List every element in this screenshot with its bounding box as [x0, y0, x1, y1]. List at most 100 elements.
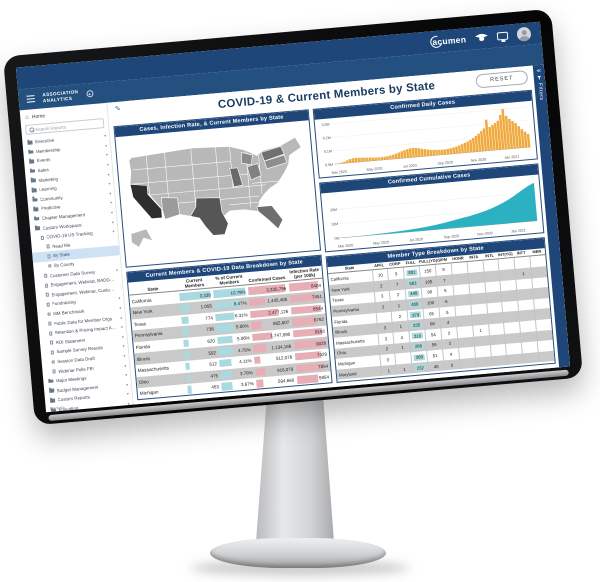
daily-bar[interactable]: [394, 153, 398, 159]
daily-bar[interactable]: [420, 148, 424, 157]
daily-bar[interactable]: [408, 148, 413, 158]
daily-bar[interactable]: [452, 147, 456, 154]
state-shape-california[interactable]: [129, 182, 163, 221]
daily-bar[interactable]: [504, 115, 511, 150]
daily-bar[interactable]: [414, 147, 418, 158]
edit-pencil-icon[interactable]: ✎: [114, 105, 122, 114]
state-shape-florida[interactable]: [256, 205, 284, 231]
daily-bar[interactable]: [477, 133, 482, 152]
highlighted-states[interactable]: [128, 145, 292, 242]
daily-bar[interactable]: [484, 119, 490, 151]
daily-bar[interactable]: [438, 149, 441, 156]
daily-bar[interactable]: [526, 133, 531, 148]
chevron-down-icon[interactable]: ▾: [125, 382, 129, 387]
chevron-down-icon[interactable]: ▾: [109, 191, 112, 196]
cumulative-area[interactable]: [338, 182, 538, 238]
state-shape-illinois[interactable]: [229, 167, 243, 188]
daily-bar[interactable]: [386, 156, 389, 160]
daily-bar[interactable]: [482, 128, 488, 152]
daily-bar[interactable]: [479, 131, 485, 152]
daily-bar[interactable]: [371, 157, 375, 161]
daily-bar[interactable]: [440, 149, 444, 155]
chevron-down-icon[interactable]: ▾: [107, 172, 110, 177]
daily-bar[interactable]: [400, 151, 404, 159]
daily-bar[interactable]: [374, 157, 378, 161]
chevron-down-icon[interactable]: ▾: [123, 354, 126, 359]
state-shape-texas[interactable]: [189, 195, 229, 237]
state-shape-new-york[interactable]: [260, 145, 285, 162]
daily-bar[interactable]: [343, 161, 346, 164]
daily-bar[interactable]: [455, 146, 459, 154]
daily-bar[interactable]: [368, 157, 372, 162]
daily-bar[interactable]: [397, 152, 401, 159]
chevron-down-icon[interactable]: ▾: [110, 210, 114, 215]
daily-bar[interactable]: [391, 154, 395, 160]
daily-bar[interactable]: [348, 159, 352, 163]
daily-bar[interactable]: [443, 149, 447, 155]
state-shape-michigan[interactable]: [241, 152, 254, 166]
daily-bar[interactable]: [488, 126, 493, 151]
chevron-down-icon[interactable]: ▾: [122, 344, 125, 349]
daily-bar[interactable]: [380, 156, 384, 161]
daily-bar[interactable]: [498, 114, 505, 150]
us-choropleth-map[interactable]: [115, 120, 320, 266]
daily-bar[interactable]: [466, 141, 470, 153]
chevron-down-icon[interactable]: ▾: [118, 296, 121, 301]
chevron-down-icon[interactable]: ▾: [126, 392, 130, 397]
daily-bar[interactable]: [360, 157, 363, 162]
chevron-down-icon[interactable]: ▾: [104, 134, 107, 139]
daily-bar[interactable]: [514, 122, 519, 149]
hamburger-menu-icon[interactable]: [26, 95, 36, 103]
us-map-body[interactable]: [115, 120, 320, 266]
daily-bar[interactable]: [517, 126, 522, 149]
chevron-down-icon[interactable]: ▾: [108, 182, 111, 187]
cumulative-cases-chart[interactable]: 0M 10M 20M Mar 2020 May 2020 Jul 2020 Sep 2020…: [321, 174, 543, 251]
daily-bar[interactable]: [496, 120, 502, 150]
chevron-down-icon[interactable]: ▾: [121, 334, 124, 340]
daily-bar[interactable]: [411, 147, 415, 158]
graduation-cap-icon[interactable]: [475, 33, 489, 43]
daily-bar[interactable]: [351, 158, 355, 163]
chevron-down-icon[interactable]: ▾: [115, 268, 119, 273]
alaska-shape[interactable]: [130, 228, 154, 248]
daily-bar[interactable]: [446, 148, 450, 155]
daily-bar[interactable]: [457, 145, 462, 154]
daily-bar[interactable]: [417, 148, 421, 157]
daily-bar[interactable]: [403, 150, 407, 159]
daily-bar[interactable]: [377, 157, 381, 161]
state-shape-ohio[interactable]: [246, 163, 262, 181]
daily-cases-chart[interactable]: 0.0M 0.1M 0.2M 0.3M Mar 2020 May 2020 Jul 2020…: [315, 101, 537, 178]
daily-bar[interactable]: [429, 149, 433, 156]
daily-bar[interactable]: [365, 157, 369, 162]
avatar[interactable]: [516, 26, 532, 42]
chevron-down-icon[interactable]: ▾: [127, 401, 130, 407]
daily-bar[interactable]: [491, 124, 496, 151]
daily-bar[interactable]: [357, 157, 361, 163]
daily-bar[interactable]: [501, 108, 508, 150]
chevron-down-icon[interactable]: ▾: [110, 201, 113, 206]
chevron-down-icon[interactable]: ▾: [124, 363, 127, 368]
chevron-down-icon[interactable]: ▾: [106, 162, 109, 168]
chevron-down-icon[interactable]: ▾: [105, 153, 109, 158]
daily-bar[interactable]: [474, 135, 479, 152]
daily-bar[interactable]: [340, 162, 343, 164]
daily-bar[interactable]: [354, 157, 358, 163]
chevron-down-icon[interactable]: ▾: [120, 315, 123, 321]
daily-bar[interactable]: [435, 149, 439, 156]
daily-bar[interactable]: [460, 144, 464, 154]
chevron-down-icon[interactable]: ▾: [119, 306, 122, 311]
reset-button[interactable]: RESET: [475, 70, 529, 89]
daily-bar[interactable]: [389, 155, 392, 160]
daily-bar[interactable]: [345, 160, 349, 164]
daily-bar[interactable]: [423, 149, 427, 157]
daily-bar[interactable]: [493, 123, 499, 151]
daily-bar[interactable]: [520, 129, 525, 148]
daily-bar[interactable]: [449, 148, 453, 155]
chevron-down-icon[interactable]: ▾: [125, 373, 128, 378]
state-shape-pennsylvania[interactable]: [264, 154, 288, 170]
chevron-down-icon[interactable]: ▾: [111, 220, 114, 225]
daily-bar[interactable]: [471, 137, 476, 153]
daily-bar[interactable]: [383, 156, 387, 160]
daily-bar[interactable]: [463, 142, 467, 153]
chevron-down-icon[interactable]: ▾: [112, 229, 115, 234]
